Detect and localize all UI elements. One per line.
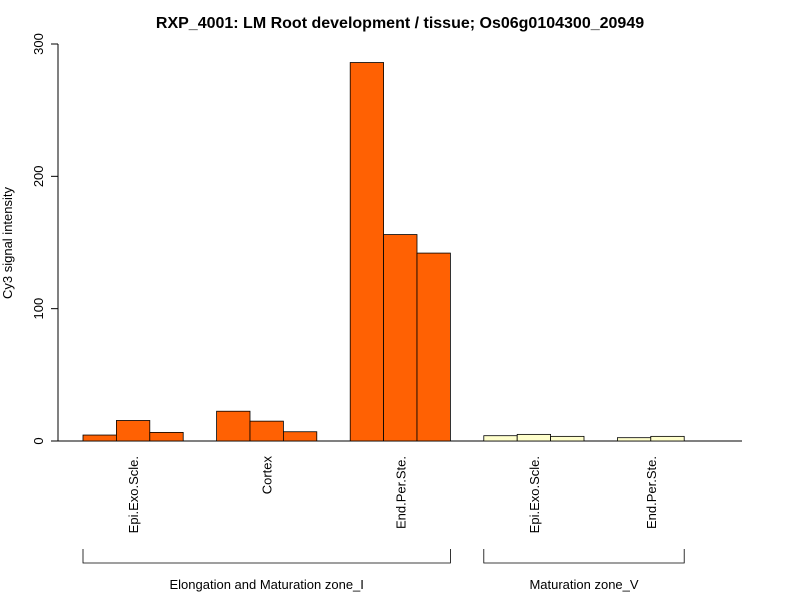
bar bbox=[282, 431, 318, 442]
y-tick-label: 300 bbox=[31, 33, 46, 55]
bar bbox=[483, 435, 518, 442]
bars bbox=[82, 62, 685, 442]
x-tick-label: Epi.Exo.Scle. bbox=[527, 456, 542, 533]
x-tick-label: Epi.Exo.Scle. bbox=[126, 456, 141, 533]
bar bbox=[82, 434, 117, 442]
bar bbox=[516, 433, 552, 442]
bar bbox=[149, 431, 184, 442]
group-brackets: Elongation and Maturation zone_I Maturati… bbox=[82, 549, 685, 592]
y-tick-label: 100 bbox=[31, 298, 46, 320]
bar bbox=[550, 435, 585, 442]
chart-title: RXP_4001: LM Root development / tissue; … bbox=[156, 15, 644, 32]
bar bbox=[249, 420, 284, 442]
bar bbox=[650, 435, 685, 442]
group-bracket bbox=[483, 549, 685, 564]
y-tick-label: 200 bbox=[31, 165, 46, 187]
bar bbox=[349, 62, 385, 442]
x-tick-label: Cortex bbox=[260, 456, 275, 495]
x-tick-labels: Epi.Exo.Scle. Cortex End.Per.Ste. Epi.Exo.S… bbox=[126, 456, 659, 534]
x-tick-label: End.Per.Ste. bbox=[644, 456, 659, 529]
bar bbox=[617, 437, 652, 442]
y-tick-label: 0 bbox=[31, 437, 46, 444]
group-label: Elongation and Maturation zone_I bbox=[169, 577, 363, 592]
bar bbox=[416, 252, 451, 442]
bar bbox=[383, 234, 418, 442]
bar bbox=[116, 420, 151, 442]
y-axis-label: Cy3 signal intensity bbox=[0, 187, 15, 299]
y-axis: 0 100 200 300 bbox=[31, 33, 59, 445]
bar bbox=[216, 410, 251, 442]
group-bracket bbox=[82, 549, 451, 564]
group-label: Maturation zone_V bbox=[529, 577, 638, 592]
x-tick-label: End.Per.Ste. bbox=[393, 456, 408, 529]
